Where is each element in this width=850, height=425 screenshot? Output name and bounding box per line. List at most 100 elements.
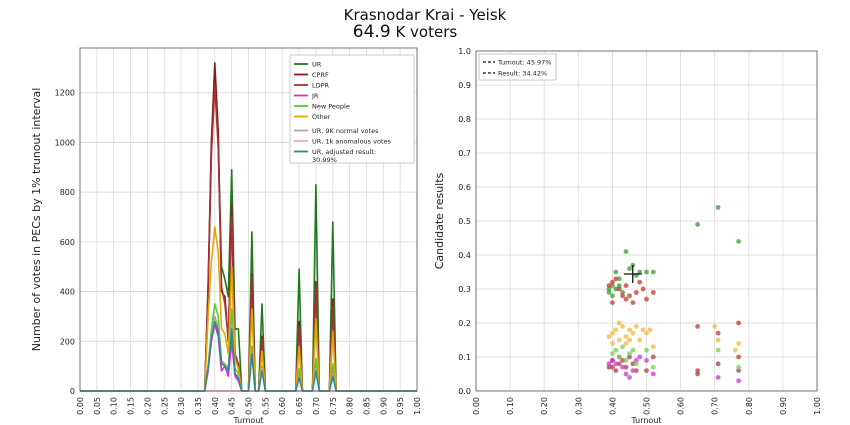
right-scatter-point [736,239,741,244]
left-x-tick-label: 1.00 [413,397,422,415]
right-scatter-point [736,364,741,370]
right-scatter-point [736,354,741,360]
left-x-tick-label: 0.15 [127,397,136,415]
left-x-axis-label: Turnout [232,416,263,425]
right-scatter-point [644,358,649,363]
right-scatter-point [637,269,643,275]
left-x-tick-label: 0.90 [379,397,388,415]
right-scatter-point [606,361,612,367]
right-x-axis-label: Turnout [630,416,661,425]
left-x-tick-label: 0.80 [346,397,355,415]
right-scatter-point [613,347,619,353]
left-x-tick-label: 0.55 [261,397,270,415]
right-plot-frame [475,50,818,392]
right-x-tick-label: 0.20 [540,397,549,415]
left-y-tick-label: 800 [60,188,75,197]
right-x-tick-label: 0.60 [677,397,686,415]
right-scatter-point [633,358,639,363]
right-y-tick-label: 0.2 [458,319,471,328]
right-scatter-point [610,293,615,299]
voters-unit: K voters [395,23,458,41]
right-scatter-point [627,351,632,356]
right-scatter-point [606,334,612,339]
right-scatter-point [695,368,700,373]
right-scatter-point [610,358,615,363]
left-x-tick-label: 0.40 [211,397,220,415]
right-scatter-point [613,327,619,333]
right-scatter-point [633,368,639,373]
right-y-tick-label: 1.0 [458,47,471,56]
right-scatter-point [610,341,615,346]
voters-count: 64.9 [352,22,391,42]
right-y-tick-label: 0.5 [458,217,471,226]
figure-title: Krasnodar Krai - Yeisk [343,6,507,24]
right-x-tick-label: 0.00 [472,397,481,415]
right-scatter-point [616,337,622,343]
left-legend-label: UR, adjusted result: [312,148,376,156]
left-x-tick-label: 0.75 [329,397,338,415]
right-scatter-point [640,327,646,333]
left-y-tick-label: 400 [60,288,75,297]
right-scatter-point [715,361,721,367]
right-scatter-point [630,368,636,373]
left-x-tick-label: 0.10 [110,397,119,415]
right-legend-label: Result: 34.42% [498,70,547,78]
right-scatter-point [623,283,629,288]
right-scatter-point [620,358,625,363]
right-scatter-point [736,320,741,326]
right-scatter-point [610,283,615,288]
right-scatter-point [633,361,639,367]
right-scatter-point [650,290,656,295]
right-scatter-point [627,354,632,360]
right-scatter-point [736,368,741,373]
right-scatter-point [623,249,629,255]
right-scatter-point [623,296,629,302]
right-scatter-point [627,266,632,271]
right-scatter-point [627,293,632,299]
right-scatter-point [644,347,649,353]
right-scatter-point [637,354,643,360]
right-scatter-point [647,327,653,333]
right-x-tick-label: 0.90 [779,397,788,415]
right-scatter-point [613,276,619,282]
right-scatter-point [644,296,649,302]
right-scatter-point [610,364,615,370]
right-scatter-point [630,361,636,367]
right-x-tick-label: 0.40 [608,397,617,415]
right-scatter-point [715,205,721,210]
right-scatter-point [644,368,649,373]
right-x-tick-label: 0.70 [711,397,720,415]
right-x-tick-label: 0.50 [643,397,652,415]
right-scatter-point [616,283,622,288]
right-scatter-point [616,286,622,292]
right-y-tick-label: 0.7 [458,149,471,158]
right-scatter-point [715,375,721,380]
right-scatter-point [630,300,636,305]
left-x-tick-label: 0.70 [312,397,321,415]
left-y-tick-label: 600 [60,238,75,247]
left-legend-label: JR [311,92,319,100]
right-scatter-point [616,361,622,367]
right-y-tick-label: 0.0 [458,387,471,396]
right-scatter-point [620,364,625,370]
voters-subtitle: 64.9 K voters [0,22,830,42]
right-scatter-point [627,327,632,333]
left-y-tick-label: 1000 [55,138,75,147]
left-legend-box [289,54,415,164]
right-scatter-point [715,330,721,336]
right-scatter-point [715,347,721,353]
right-scatter-point [606,290,612,295]
right-scatter-point [616,276,622,282]
right-scatter-point [695,324,700,329]
right-scatter-point [637,279,643,285]
right-legend-box [478,53,557,81]
right-scatter-point [650,269,656,275]
right-scatter-point [606,286,612,292]
right-x-tick-label: 0.80 [745,397,754,415]
left-plot-frame [79,47,418,392]
right-scatter-point [606,283,612,288]
left-legend-label: UR, 9K normal votes [312,127,379,135]
right-scatter-point [610,330,615,336]
right-scatter-point [620,290,625,295]
right-scatter-point [712,324,718,329]
